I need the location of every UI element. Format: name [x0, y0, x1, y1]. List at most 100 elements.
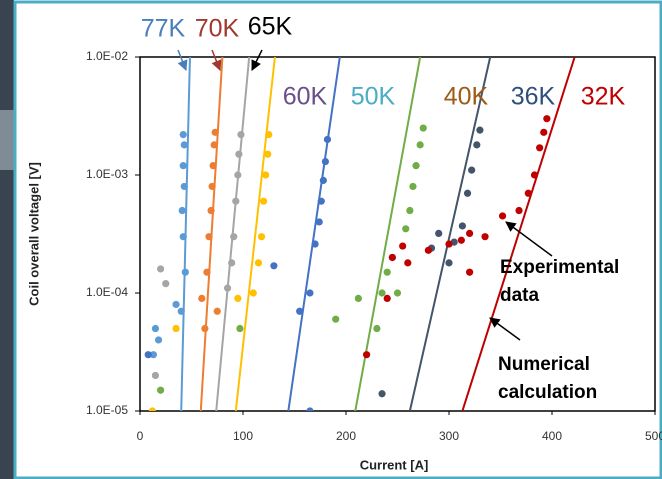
data-point: [262, 171, 270, 179]
fit-line: [287, 57, 341, 411]
series-label: 70K: [195, 15, 240, 43]
data-point: [228, 259, 236, 267]
data-point: [232, 197, 240, 205]
plot-frame: [139, 56, 656, 412]
x-axis-title: Current [A]: [360, 457, 429, 472]
arrow: [211, 49, 222, 71]
x-tick-label: 400: [542, 429, 562, 443]
data-point: [388, 253, 396, 262]
data-point: [481, 233, 489, 241]
data-point: [378, 390, 386, 398]
arrow: [177, 49, 188, 71]
data-point: [157, 386, 165, 394]
series-label: 77K: [141, 15, 186, 43]
data-point: [230, 233, 238, 241]
data-point: [264, 150, 272, 158]
data-point: [179, 130, 187, 139]
data-point: [354, 294, 362, 302]
data-point: [424, 246, 432, 254]
series-label: 32K: [581, 83, 626, 111]
data-point: [203, 268, 211, 276]
annotation: calculation: [498, 382, 597, 403]
photo-strip: [0, 110, 14, 170]
data-point: [179, 162, 187, 170]
fit-line: [408, 57, 492, 411]
data-point: [306, 289, 314, 297]
data-point: [419, 124, 427, 132]
data-point: [393, 289, 402, 297]
data-point: [254, 259, 263, 267]
data-point: [151, 371, 160, 380]
x-tick-label: 100: [233, 429, 253, 443]
y-tick-label: 1.0E-04: [86, 285, 128, 299]
data-point: [265, 130, 273, 139]
y-tick-label: 1.0E-02: [86, 49, 128, 63]
data-point: [402, 225, 410, 233]
series-label: 60K: [283, 83, 328, 111]
x-tick-label: 0: [137, 429, 144, 443]
data-point: [296, 307, 304, 315]
data-point: [151, 324, 160, 333]
data-point: [237, 130, 245, 139]
x-tick-label: 300: [439, 429, 459, 443]
data-point: [466, 229, 474, 237]
data-point: [524, 189, 532, 197]
data-point: [260, 197, 268, 205]
data-point: [198, 294, 206, 302]
data-point: [383, 268, 391, 276]
series-label: 40K: [444, 83, 489, 111]
y-tick-label: 1.0E-03: [86, 167, 128, 181]
data-point: [466, 268, 474, 276]
data-point: [498, 212, 507, 220]
data-point: [148, 407, 156, 411]
data-point: [172, 324, 180, 333]
data-point: [207, 206, 215, 215]
data-point: [321, 157, 329, 166]
data-point: [319, 176, 327, 184]
data-point: [257, 233, 266, 241]
series-label: 36K: [511, 83, 556, 111]
data-point: [249, 289, 257, 297]
plot-area: [144, 57, 576, 411]
data-point: [416, 141, 424, 149]
data-point: [213, 307, 221, 315]
data-point: [457, 236, 465, 244]
data-point: [180, 141, 188, 149]
data-point: [234, 171, 242, 179]
photo-strip: [0, 0, 14, 479]
arrow: [489, 317, 521, 341]
data-point: [209, 162, 217, 170]
data-point: [317, 197, 325, 205]
data-point: [543, 115, 551, 123]
data-point: [201, 324, 209, 333]
data-point: [332, 315, 340, 323]
x-tick-label: 500: [645, 429, 662, 443]
data-point: [208, 182, 216, 191]
data-point: [476, 126, 484, 134]
fit-line: [199, 57, 224, 411]
data-point: [458, 222, 466, 230]
data-point: [445, 240, 453, 248]
arrow: [251, 49, 263, 71]
series-label: 50K: [351, 83, 396, 111]
data-point: [406, 206, 414, 215]
data-point: [205, 233, 213, 241]
data-point: [179, 233, 187, 241]
data-point: [399, 242, 407, 250]
data-point: [306, 407, 314, 411]
arrow: [505, 221, 553, 257]
data-point: [311, 240, 319, 248]
data-point: [435, 229, 443, 237]
data-point: [144, 351, 152, 359]
data-point: [445, 259, 453, 267]
y-tick-label: 1.0E-05: [86, 403, 128, 417]
data-point: [463, 189, 472, 197]
data-point: [270, 262, 278, 270]
data-point: [378, 289, 386, 297]
data-point: [409, 182, 417, 191]
y-axis-title: Coil overall voltagel [V]: [26, 162, 41, 306]
data-point: [515, 206, 523, 215]
data-point: [180, 182, 188, 191]
annotation: Experimental: [500, 257, 619, 278]
